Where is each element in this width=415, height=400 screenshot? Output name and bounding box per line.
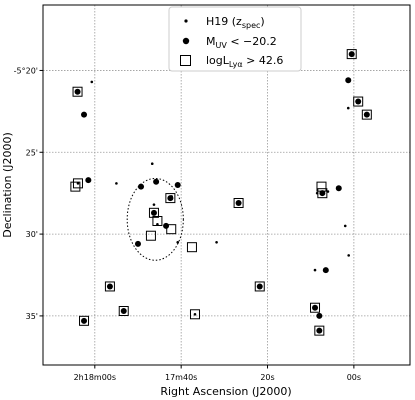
h19-spec-point [122, 309, 126, 313]
x-axis-label: Right Ascension (J2000) [160, 385, 291, 398]
legend: H19 (zspec) MUV < −20.2 logLLyα > 42.6 [168, 6, 302, 72]
h19-spec-point [87, 178, 90, 182]
h19-spec-point [76, 90, 79, 94]
h19-spec-point [166, 224, 169, 228]
h19-spec-point [315, 191, 319, 195]
h19-spec-point [343, 224, 347, 228]
h19-spec-point [76, 182, 80, 185]
bright-uv-dot [319, 190, 326, 197]
h19-spec-point [313, 306, 317, 310]
legend-box [168, 6, 302, 72]
h19-spec-point [136, 242, 140, 246]
lya-emitter-square [233, 198, 244, 208]
lya-emitter-square [314, 325, 325, 336]
annotations [126, 177, 184, 261]
y-axis-label: Declination (J2000) [1, 132, 14, 238]
h19-spec-point [154, 180, 158, 184]
h19-spec-point [347, 254, 350, 257]
h19-spec-point [156, 222, 159, 226]
y-tick-label: 30' [26, 230, 38, 239]
plot-area [70, 49, 372, 336]
h19-spec-point [193, 312, 197, 316]
legend-label-lya: logLLyα > 42.6 [206, 54, 283, 69]
bright-uv-dot [363, 111, 370, 118]
lya-emitter-square [353, 96, 364, 107]
bright-uv-dot [256, 283, 263, 290]
axes-frame [42, 4, 411, 366]
h19-spec-point [152, 203, 156, 206]
bright-uv-dot [235, 200, 242, 206]
h19-spec-point [82, 319, 86, 323]
lya-emitter-square [189, 309, 200, 320]
bright-uv-dot [348, 51, 355, 58]
legend-marker-lya [180, 55, 191, 66]
y-tick-label: 25' [26, 148, 38, 157]
y-tick-label: -5°20' [14, 66, 38, 75]
x-tick-label: 17m40s [165, 373, 197, 382]
h19-spec-point [326, 190, 330, 193]
h19-spec-point [313, 268, 317, 272]
bright-uv-dot [174, 182, 181, 188]
x-tick-label: 00s [347, 373, 361, 382]
lya-emitter-square [70, 181, 81, 192]
lya-emitter-square [148, 207, 159, 218]
bright-uv-dot [138, 183, 145, 190]
bright-uv-dot [316, 312, 323, 319]
legend-label-muv: MUV < −20.2 [206, 35, 277, 50]
lya-emitter-square [104, 281, 115, 292]
lya-emitter-square [166, 224, 177, 235]
bright-uv-dot [345, 77, 352, 84]
h19-spec-point [169, 196, 172, 200]
lya-emitter-square [118, 306, 129, 316]
overdensity-circle [126, 177, 184, 261]
lya-emitter-square [346, 49, 357, 60]
lya-emitter-square [72, 86, 83, 97]
y-tick-label: 35' [26, 312, 38, 321]
legend-marker-h19 [184, 19, 188, 23]
lya-emitter-square [361, 109, 372, 120]
bright-uv-dot [355, 98, 362, 105]
x-tick-label: 20s [260, 373, 274, 382]
lya-emitter-square [186, 242, 197, 253]
lya-emitter-square [72, 178, 83, 189]
h19-spec-point [346, 106, 350, 110]
lya-emitter-square [145, 230, 156, 241]
lya-emitter-square [310, 302, 321, 313]
h19-spec-point [108, 285, 112, 288]
h19-spec-point [90, 80, 94, 84]
axis-ticks: 2h18m00s 17m40s 20s 00s -5°20' 25' 30' 35' [14, 66, 361, 382]
h19-spec-point [115, 182, 118, 185]
legend-label-h19: H19 (zspec) [206, 15, 265, 30]
lya-emitter-square [254, 281, 265, 292]
bright-uv-dot [335, 185, 342, 192]
h19-spec-point [150, 162, 154, 166]
bright-uv-dot [316, 327, 323, 334]
lya-emitter-square [79, 315, 90, 326]
bright-uv-dot [81, 111, 88, 118]
legend-marker-muv [182, 37, 190, 45]
h19-spec-point [215, 240, 218, 244]
bright-uv-dot [322, 267, 329, 274]
h19-spec-point [176, 240, 180, 244]
bright-uv-dot [150, 209, 157, 216]
lya-emitter-square [165, 193, 176, 204]
x-tick-label: 2h18m00s [74, 373, 116, 382]
